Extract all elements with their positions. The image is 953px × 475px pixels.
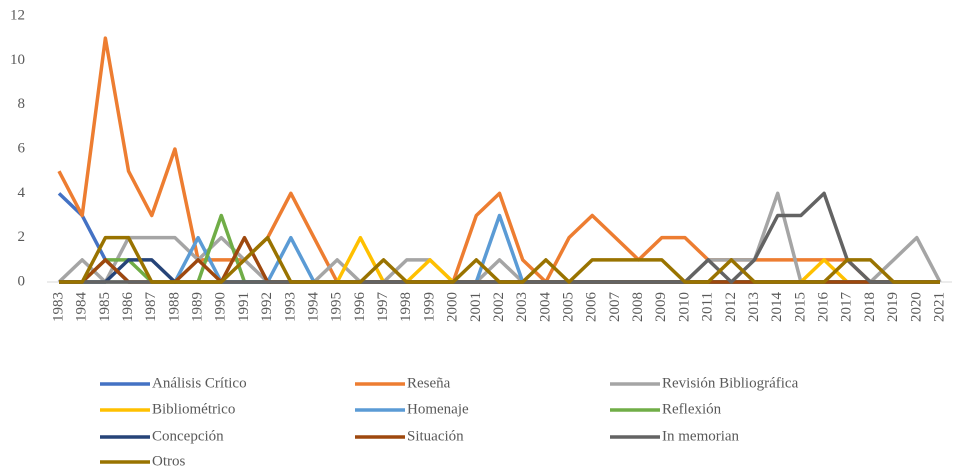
x-tick-label: 2010: [676, 292, 692, 322]
y-tick-label: 2: [18, 229, 26, 245]
x-tick-label: 2011: [700, 292, 716, 321]
series-line: [57, 36, 940, 284]
y-tick-label: 8: [18, 96, 26, 112]
x-tick-label: 1984: [74, 292, 90, 323]
x-tick-label: 2012: [723, 292, 739, 322]
x-tick-label: 1998: [398, 292, 414, 322]
legend-label: Revisión Bibliográfica: [662, 375, 799, 391]
series-line: [59, 258, 940, 284]
x-tick-label: 1995: [329, 292, 345, 322]
x-tick-label: 2005: [560, 292, 576, 322]
y-tick-label: 4: [18, 185, 26, 201]
x-tick-label: 2007: [607, 292, 623, 323]
x-tick-label: 1990: [213, 292, 229, 322]
x-tick-label: 2013: [746, 292, 762, 322]
x-tick-label: 1993: [282, 292, 298, 322]
x-tick-label: 1999: [421, 292, 437, 322]
x-tick-label: 1996: [352, 292, 368, 323]
series-line: [59, 235, 940, 284]
x-tick-label: 2015: [792, 292, 808, 322]
legend-label: In memorian: [662, 428, 740, 444]
x-tick-label: 1987: [143, 292, 159, 323]
y-tick-label: 12: [10, 7, 25, 23]
x-tick-label: 2016: [816, 292, 832, 323]
y-tick-label: 0: [18, 273, 26, 289]
x-tick-label: 1997: [375, 292, 391, 323]
legend-label: Concepción: [152, 428, 224, 444]
legend-label: Situación: [407, 428, 464, 444]
x-tick-label: 2001: [468, 292, 484, 322]
x-tick-label: 2019: [885, 292, 901, 322]
legend-label: Bibliométrico: [152, 401, 235, 417]
x-tick-label: 1986: [120, 292, 136, 323]
x-tick-label: 1985: [97, 292, 113, 322]
x-tick-label: 1989: [190, 292, 206, 322]
x-tick-label: 2020: [908, 292, 924, 322]
legend-label: Otros: [152, 453, 185, 469]
x-tick-label: 2004: [537, 292, 553, 323]
x-tick-label: 1983: [50, 292, 66, 322]
legend-label: Reflexión: [662, 401, 722, 417]
legend-label: Reseña: [407, 375, 451, 391]
x-tick-label: 2002: [491, 292, 507, 322]
x-tick-label: 2008: [630, 292, 646, 322]
x-tick-label: 2009: [653, 292, 669, 322]
x-tick-label: 1991: [236, 292, 252, 322]
y-tick-label: 6: [18, 140, 26, 156]
legend-label: Análisis Crítico: [152, 375, 247, 391]
x-tick-label: 1994: [305, 292, 321, 323]
x-tick-label: 2006: [584, 292, 600, 323]
x-tick-label: 2018: [862, 292, 878, 322]
y-tick-label: 10: [10, 52, 25, 68]
x-tick-label: 2000: [445, 292, 461, 322]
x-tick-label: 2014: [769, 292, 785, 323]
legend-label: Homenaje: [407, 401, 469, 417]
x-tick-label: 1988: [166, 292, 182, 322]
x-tick-label: 2017: [839, 292, 855, 323]
x-tick-label: 2021: [931, 292, 947, 322]
x-tick-label: 1992: [259, 292, 275, 322]
x-tick-label: 2003: [514, 292, 530, 322]
